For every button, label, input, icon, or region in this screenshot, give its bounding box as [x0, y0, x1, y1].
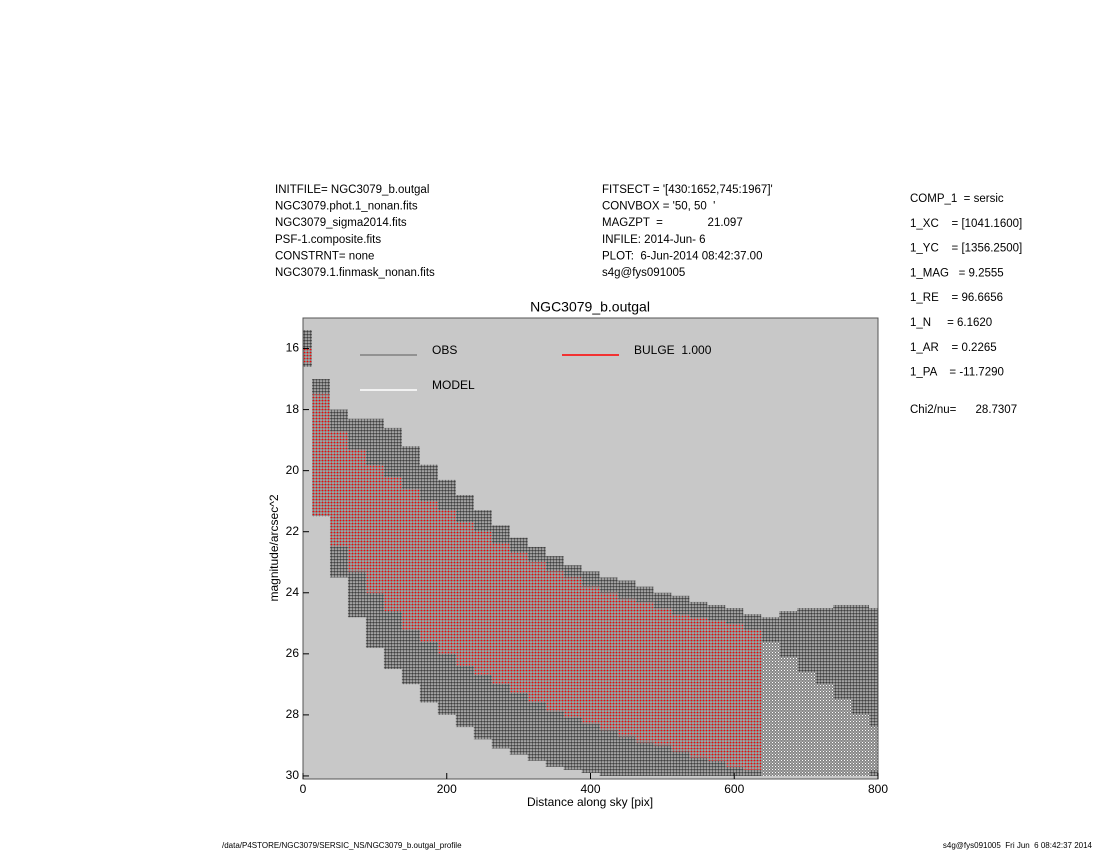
- point-cloud: [401, 488, 420, 630]
- point-cloud: [815, 684, 834, 776]
- point-cloud: [509, 553, 528, 694]
- component-param: 1_MAG = 9.2555: [910, 267, 1004, 279]
- y-tick-label: 16: [286, 341, 300, 355]
- point-cloud: [851, 714, 870, 776]
- x-tick-label: 400: [580, 782, 600, 796]
- header-middle-line: s4g@fys091005: [602, 267, 685, 279]
- point-cloud: [689, 617, 708, 758]
- header-left-line: CONSTRNT= none: [275, 250, 374, 262]
- header-middle-line: MAGZPT = 21.097: [602, 217, 743, 229]
- component-param: 1_XC = [1041.1600]: [910, 218, 1022, 230]
- y-tick-label: 18: [286, 402, 300, 416]
- x-tick-label: 600: [724, 782, 744, 796]
- point-cloud: [329, 430, 348, 547]
- y-tick-label: 24: [286, 585, 300, 599]
- y-tick-label: 22: [286, 524, 300, 538]
- point-cloud: [869, 608, 878, 776]
- header-middle-line: CONVBOX = '50, 50 ': [602, 201, 715, 213]
- header-left-line: INITFILE= NGC3079_b.outgal: [275, 184, 429, 196]
- legend-label: BULGE 1.000: [634, 343, 712, 357]
- header-left-line: NGC3079.1.finmask_nonan.fits: [275, 267, 435, 279]
- component-param: 1_PA = -11.7290: [910, 367, 1004, 379]
- component-param: COMP_1 = sersic: [910, 193, 1004, 205]
- x-tick-label: 200: [437, 782, 457, 796]
- point-cloud: [617, 598, 636, 737]
- point-cloud: [311, 394, 330, 517]
- component-param: 1_N = 6.1620: [910, 317, 992, 329]
- point-cloud: [455, 522, 474, 667]
- point-cloud: [581, 586, 600, 725]
- header-middle-line: INFILE: 2014-Jun- 6: [602, 234, 706, 246]
- point-cloud: [761, 641, 780, 776]
- point-cloud: [599, 592, 618, 731]
- point-cloud: [797, 672, 816, 776]
- x-tick-label: 800: [868, 782, 888, 796]
- plot-marks: [303, 330, 878, 776]
- header-left-line: NGC3079.phot.1_nonan.fits: [275, 201, 418, 213]
- point-cloud: [419, 501, 438, 642]
- component-param: 1_RE = 96.6656: [910, 292, 1003, 304]
- y-tick-label: 28: [286, 707, 300, 721]
- header-left-line: NGC3079_sigma2014.fits: [275, 217, 407, 229]
- footer-right: s4g@fys091005 Fri Jun 6 08:42:37 2014: [943, 841, 1093, 850]
- point-cloud: [437, 510, 456, 654]
- header-left-line: PSF-1.composite.fits: [275, 234, 381, 246]
- point-cloud: [303, 348, 312, 364]
- point-cloud: [635, 601, 654, 743]
- point-cloud: [491, 543, 510, 685]
- x-axis-label: Distance along sky [pix]: [527, 795, 653, 809]
- x-tick-label: 0: [300, 782, 307, 796]
- point-cloud: [869, 727, 878, 770]
- component-param: 1_YC = [1356.2500]: [910, 243, 1022, 255]
- legend-label: MODEL: [432, 378, 475, 392]
- point-cloud: [365, 464, 384, 593]
- chart-title: NGC3079_b.outgal: [530, 299, 650, 315]
- header: INITFILE= NGC3079_b.outgal NGC3079.phot.1…: [275, 184, 1022, 379]
- legend: OBS MODEL BULGE 1.000: [360, 343, 712, 392]
- legend-label: OBS: [432, 343, 457, 357]
- chi2: Chi2/nu= 28.7307: [910, 404, 1017, 416]
- footer-left: /data/P4STORE/NGC3079/SERSIC_NS/NGC3079_…: [222, 841, 462, 850]
- y-tick-label: 20: [286, 463, 300, 477]
- point-cloud: [563, 577, 582, 718]
- point-cloud: [671, 614, 690, 752]
- axes: 0 200 400 600 800 16 18 20 22 24 26 28 30: [286, 341, 889, 796]
- point-cloud: [707, 620, 726, 761]
- point-cloud: [779, 656, 798, 776]
- point-cloud: [527, 562, 546, 703]
- y-axis-label: magnitude/arcsec^2: [267, 494, 281, 601]
- header-middle-line: PLOT: 6-Jun-2014 08:42:37.00: [602, 250, 762, 262]
- point-cloud: [473, 531, 492, 676]
- y-tick-label: 26: [286, 646, 300, 660]
- point-cloud: [653, 608, 672, 746]
- point-cloud: [725, 623, 744, 767]
- point-cloud: [545, 571, 564, 712]
- header-middle-line: FITSECT = '[430:1652,745:1967]': [602, 184, 773, 196]
- y-tick-label: 30: [286, 768, 300, 782]
- point-cloud: [383, 476, 402, 612]
- point-cloud: [347, 449, 366, 572]
- component-param: 1_AR = 0.2265: [910, 342, 997, 354]
- point-cloud: [743, 629, 762, 770]
- point-cloud: [833, 699, 852, 776]
